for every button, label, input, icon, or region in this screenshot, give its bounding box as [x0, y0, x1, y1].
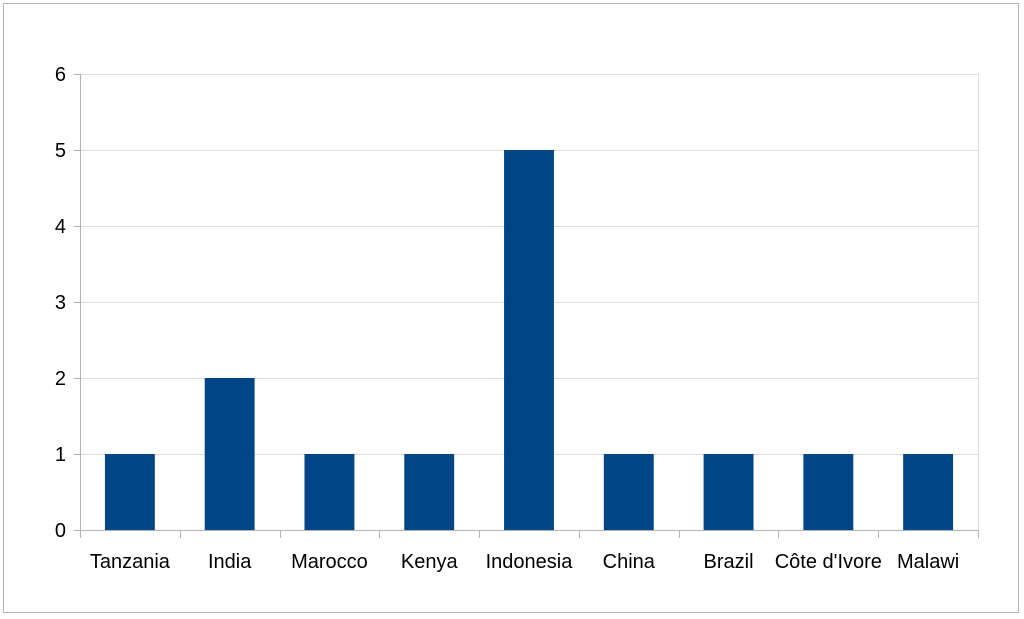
bar-china [603, 454, 654, 530]
tick-labels: 0 1 2 3 4 5 6 Tanzania India Marocco Kenya Indonesi… [55, 64, 959, 573]
x-tick-label-6: Brazil [704, 551, 754, 573]
bar-marocco [304, 454, 355, 530]
x-tick-label-5: China [603, 551, 656, 573]
x-tick-label-8: Malawi [897, 551, 959, 573]
bar-india [204, 378, 255, 530]
y-tick-label-5: 5 [55, 140, 66, 162]
bar-malawi [903, 454, 954, 530]
bar-kenya [404, 454, 455, 530]
x-tick-label-0: Tanzania [90, 551, 171, 573]
y-tick-label-0: 0 [55, 520, 66, 542]
x-tick-label-1: India [208, 551, 252, 573]
y-tick-label-2: 2 [55, 368, 66, 390]
x-tick-label-4: Indonesia [486, 551, 574, 573]
y-tick-label-4: 4 [55, 216, 66, 238]
bar-brazil [703, 454, 754, 530]
bar-c-te-d-ivore [803, 454, 854, 530]
y-tick-label-3: 3 [55, 292, 66, 314]
x-tick-label-2: Marocco [291, 551, 368, 573]
x-tick-label-7: Côte d'Ivore [775, 551, 882, 573]
y-tick-label-6: 6 [55, 64, 66, 86]
bar-indonesia [504, 150, 554, 530]
bar-tanzania [104, 454, 155, 530]
y-tick-label-1: 1 [55, 444, 66, 466]
x-tick-label-3: Kenya [401, 551, 459, 573]
bars [104, 150, 954, 530]
axes [74, 74, 979, 538]
